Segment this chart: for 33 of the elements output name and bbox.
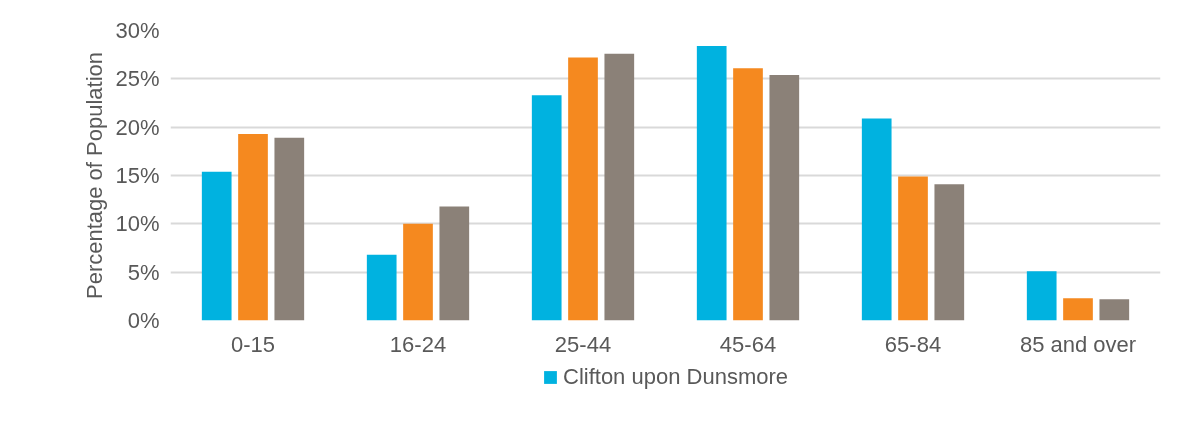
bar xyxy=(1026,271,1057,321)
bar xyxy=(403,223,433,321)
y-tick-label: 0% xyxy=(127,308,160,333)
x-tick-label: 25-44 xyxy=(554,331,612,357)
x-tick-label: 0-15 xyxy=(230,331,276,357)
bar xyxy=(934,184,965,321)
bar xyxy=(531,95,562,321)
x-tick-label: 16-24 xyxy=(389,331,447,357)
y-tick-label: 5% xyxy=(127,259,160,285)
bar xyxy=(696,45,727,321)
bar xyxy=(366,254,397,321)
bar xyxy=(1099,299,1130,321)
y-tick-label: 15% xyxy=(115,163,160,188)
bar xyxy=(201,171,232,321)
y-tick-label: 10% xyxy=(115,211,160,237)
bar xyxy=(733,68,763,321)
x-tick-label: 65-84 xyxy=(884,331,942,357)
bar xyxy=(439,206,470,321)
bar xyxy=(898,176,928,321)
y-tick-label: 20% xyxy=(115,114,160,140)
bar xyxy=(861,118,892,321)
bar xyxy=(604,53,635,321)
bar xyxy=(1063,298,1093,321)
bar xyxy=(568,57,598,321)
bar xyxy=(238,133,268,321)
bar xyxy=(274,137,305,321)
legend-label: Clifton upon Dunsmore xyxy=(562,364,789,390)
y-tick-label: 30% xyxy=(115,18,160,43)
y-axis-title: Percentage of Population xyxy=(82,51,108,300)
bar xyxy=(769,74,800,321)
x-tick-label: 45-64 xyxy=(719,331,777,357)
y-tick-label: 25% xyxy=(115,66,160,92)
x-tick-label: 85 and over xyxy=(1019,331,1137,357)
